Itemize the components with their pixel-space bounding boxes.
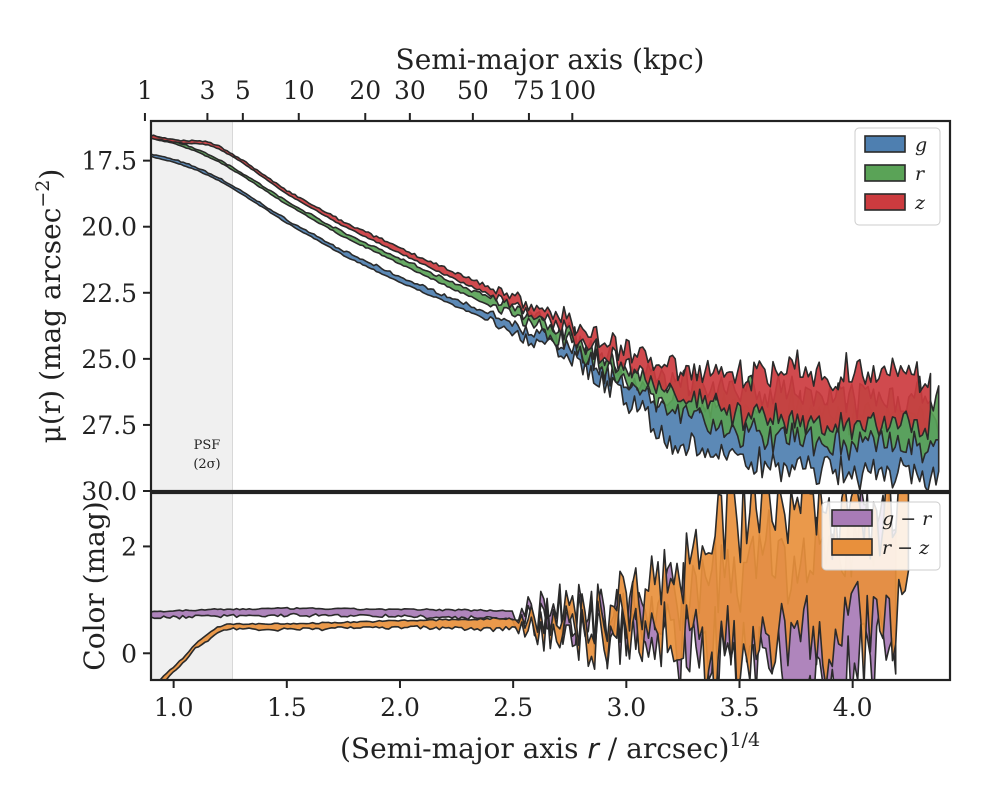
series-band-2 [151, 134, 932, 441]
legend-label: g [915, 134, 927, 156]
legend-swatch [831, 509, 873, 527]
legend-swatch [864, 164, 906, 182]
bottom-legend: g − r r − z [821, 501, 941, 571]
top-tick-label: 75 [513, 76, 545, 105]
y-tick-label: 30.0 [81, 477, 137, 506]
profile-bands [151, 134, 940, 491]
y-tick-label: 27.5 [81, 411, 137, 440]
y-tick-label: 22.5 [81, 279, 137, 308]
color-bands [151, 493, 910, 680]
series-band-1 [158, 493, 910, 680]
x-axis-label: (Semi-major axis r / arcsec)1/4 [340, 729, 760, 765]
y-tick-label: 17.5 [81, 147, 137, 176]
top-tick-label: 50 [457, 76, 489, 105]
legend-label: r − z [882, 537, 930, 559]
series-band-1 [151, 134, 940, 464]
x-tick-label: 1.0 [154, 693, 194, 722]
x-tick-label: 2.5 [493, 693, 533, 722]
top-tick-label: 30 [394, 76, 426, 105]
series-band-0 [151, 153, 940, 491]
legend-swatch [864, 135, 906, 153]
axes: 17.5 20.0 22.5 25.0 27.5 30.0 0 2 1.0 1.5 2.0 2.5 3.… [81, 76, 872, 722]
y-tick-label: 2 [121, 532, 137, 561]
top-panel-frame [149, 119, 952, 493]
top-tick-label: 5 [235, 76, 251, 105]
legend-swatch [864, 193, 906, 211]
x-tick-label: 4.0 [833, 693, 873, 722]
x-tick-label: 3.0 [606, 693, 646, 722]
y-tick-label: 20.0 [81, 213, 137, 242]
top-tick-label: 100 [548, 76, 596, 105]
top-tick-label: 3 [199, 76, 215, 105]
legend-label: z [914, 192, 926, 214]
top-tick-label: 1 [137, 76, 153, 105]
psf-sigma-label: (2σ) [193, 457, 220, 472]
bottom-y-axis-label: Color (mag) [78, 501, 111, 670]
top-tick-label: 20 [349, 76, 381, 105]
top-axis-label: Semi-major axis (kpc) [396, 43, 705, 76]
bottom-panel-frame [149, 491, 952, 682]
legend-label: g − r [882, 508, 933, 530]
top-tick-label: 10 [283, 76, 315, 105]
top-y-axis-label: μ(r) (mag arcsec−2) [32, 169, 67, 444]
x-tick-label: 1.5 [267, 693, 307, 722]
psf-label: PSF [194, 438, 221, 453]
legend-swatch [831, 538, 873, 556]
top-legend: grz [854, 127, 941, 226]
x-tick-label: 2.0 [380, 693, 420, 722]
y-tick-label: 0 [121, 639, 137, 668]
legend-label: r [915, 163, 926, 185]
x-tick-label: 3.5 [720, 693, 760, 722]
psf-region [150, 120, 233, 492]
y-tick-label: 25.0 [81, 345, 137, 374]
